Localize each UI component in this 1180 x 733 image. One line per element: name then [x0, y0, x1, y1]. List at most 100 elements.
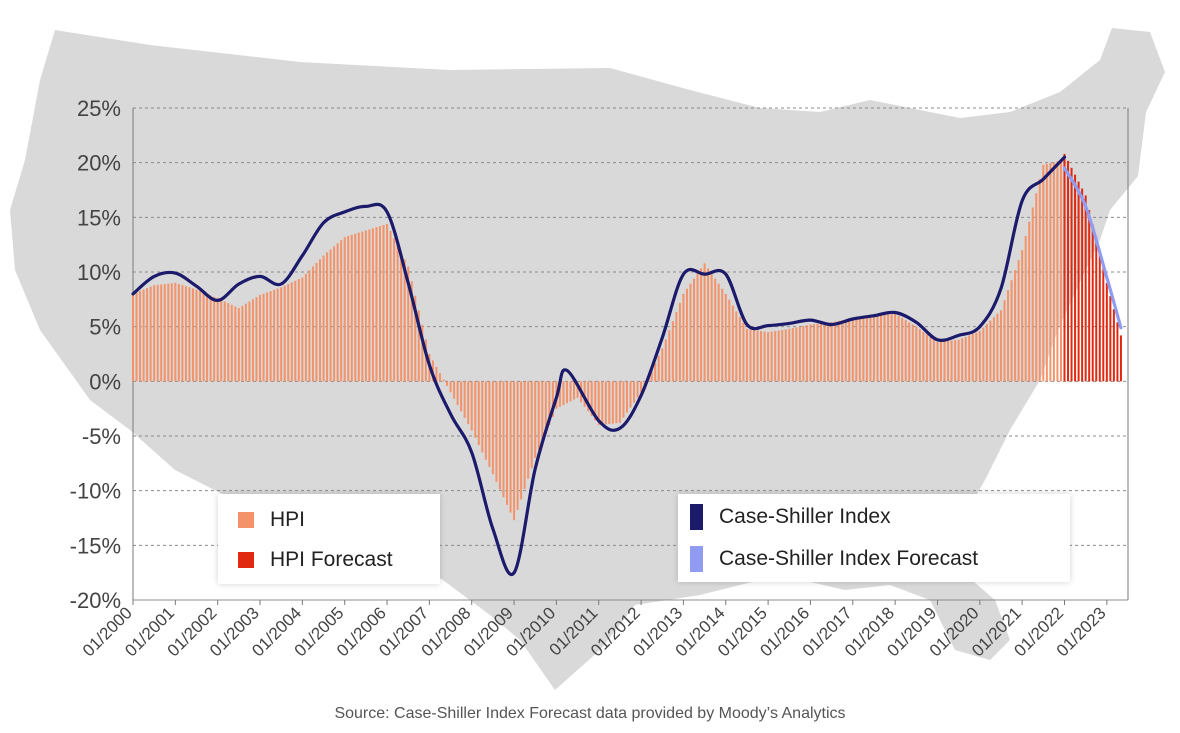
- hpi-bar: [763, 331, 766, 382]
- hpi-bar: [562, 381, 565, 406]
- hpi-bar: [350, 234, 353, 382]
- hpi-bar: [752, 329, 755, 382]
- hpi-bar: [858, 317, 861, 382]
- hpi-bar: [1035, 193, 1038, 382]
- hpi-bar: [714, 278, 717, 382]
- hpi-bar: [163, 284, 166, 382]
- hpi-bar: [357, 232, 360, 382]
- hpi-bar: [693, 278, 696, 382]
- hpi-bar: [523, 381, 526, 490]
- hpi-bar: [502, 381, 505, 498]
- hpi-bar: [177, 284, 180, 382]
- hpi-bar: [781, 329, 784, 382]
- case-shiller-forecast-swatch: [690, 546, 703, 572]
- hpi-bar: [230, 304, 233, 382]
- hpi-bar: [474, 381, 477, 438]
- hpi-bar: [311, 266, 314, 382]
- legend-item-case-shiller: Case-Shiller Index: [690, 504, 891, 530]
- hpi-bar: [184, 286, 187, 382]
- hpi-bar: [276, 288, 279, 382]
- hpi-bar: [354, 233, 357, 382]
- hpi-bar: [417, 310, 420, 382]
- hpi-bar: [820, 323, 823, 382]
- hpi-bar: [209, 295, 212, 382]
- hpi-bar: [594, 381, 597, 421]
- hpi-bar: [774, 331, 777, 382]
- hpi-bar: [407, 266, 410, 382]
- hpi-bar: [622, 381, 625, 418]
- hpi-bar: [565, 381, 568, 404]
- hpi-bar: [266, 292, 269, 382]
- hpi-forecast-bar: [1088, 210, 1091, 382]
- hpi-bar: [393, 238, 396, 382]
- hpi-bar: [971, 333, 974, 382]
- hpi-bar: [777, 330, 780, 382]
- hpi-bar: [615, 381, 618, 424]
- hpi-bar: [717, 283, 720, 382]
- hpi-bar: [248, 301, 251, 382]
- hpi-bar: [174, 282, 177, 382]
- hpi-bar: [315, 262, 318, 382]
- hpi-bar: [347, 235, 350, 382]
- hpi-bar: [375, 227, 378, 382]
- hpi-bar: [696, 273, 699, 382]
- hpi-bar: [731, 305, 734, 382]
- hpi-bar: [382, 224, 385, 382]
- hpi-bar: [280, 287, 283, 382]
- hpi-bar: [1010, 280, 1013, 382]
- hpi-bar: [844, 319, 847, 382]
- hpi-bar: [576, 381, 579, 398]
- hpi-bar: [629, 381, 632, 408]
- hpi-bar: [460, 381, 463, 412]
- hpi-bar: [872, 315, 875, 382]
- hpi-bar: [414, 295, 417, 382]
- hpi-bar: [290, 282, 293, 382]
- hpi-bar: [223, 301, 226, 382]
- hpi-bar: [954, 340, 957, 382]
- hpi-bar: [841, 320, 844, 382]
- hpi-bar: [865, 316, 868, 382]
- legend-item-hpi-forecast: HPI Forecast: [238, 548, 393, 572]
- hpi-bar: [301, 277, 304, 382]
- hpi-bar: [495, 381, 498, 482]
- hpi-bar: [961, 338, 964, 382]
- hpi-bar: [364, 230, 367, 382]
- hpi-bar: [904, 320, 907, 382]
- hpi-bar: [467, 381, 470, 425]
- legend-label-hpi-forecast: HPI Forecast: [270, 548, 393, 571]
- hpi-bar: [410, 281, 413, 382]
- hpi-bar: [516, 381, 519, 510]
- hpi-bar: [805, 325, 808, 382]
- hpi-bar: [784, 329, 787, 382]
- hpi-bar: [421, 324, 424, 382]
- hpi-bar: [449, 381, 452, 393]
- hpi-forecast-bar: [1102, 268, 1105, 382]
- hpi-bar: [604, 381, 607, 425]
- y-tick-label: 5%: [89, 315, 121, 340]
- hpi-bar: [520, 381, 523, 500]
- y-tick-label: 10%: [77, 260, 121, 285]
- hpi-bar: [453, 381, 456, 399]
- y-tick-label: -15%: [70, 533, 121, 558]
- hpi-bar: [234, 306, 237, 382]
- hpi-forecast-bar: [1091, 224, 1094, 382]
- hpi-bar: [812, 324, 815, 382]
- hpi-bar: [636, 381, 639, 398]
- hpi-bar: [513, 381, 516, 521]
- hpi-bar: [456, 381, 459, 406]
- hpi-bar: [491, 381, 494, 475]
- hpi-bar: [1045, 163, 1048, 382]
- hpi-bar: [142, 289, 145, 382]
- hpi-bar: [573, 381, 576, 400]
- hpi-bar: [1014, 270, 1017, 382]
- hpi-bar: [728, 299, 731, 382]
- y-tick-label: 15%: [77, 205, 121, 230]
- hpi-bar: [403, 259, 406, 382]
- hpi-bar: [597, 381, 600, 426]
- hpi-bar: [548, 381, 551, 426]
- hpi-bar: [650, 370, 653, 382]
- hpi-bar: [530, 381, 533, 469]
- hpi-bar: [932, 339, 935, 382]
- hpi-bar: [1024, 235, 1027, 382]
